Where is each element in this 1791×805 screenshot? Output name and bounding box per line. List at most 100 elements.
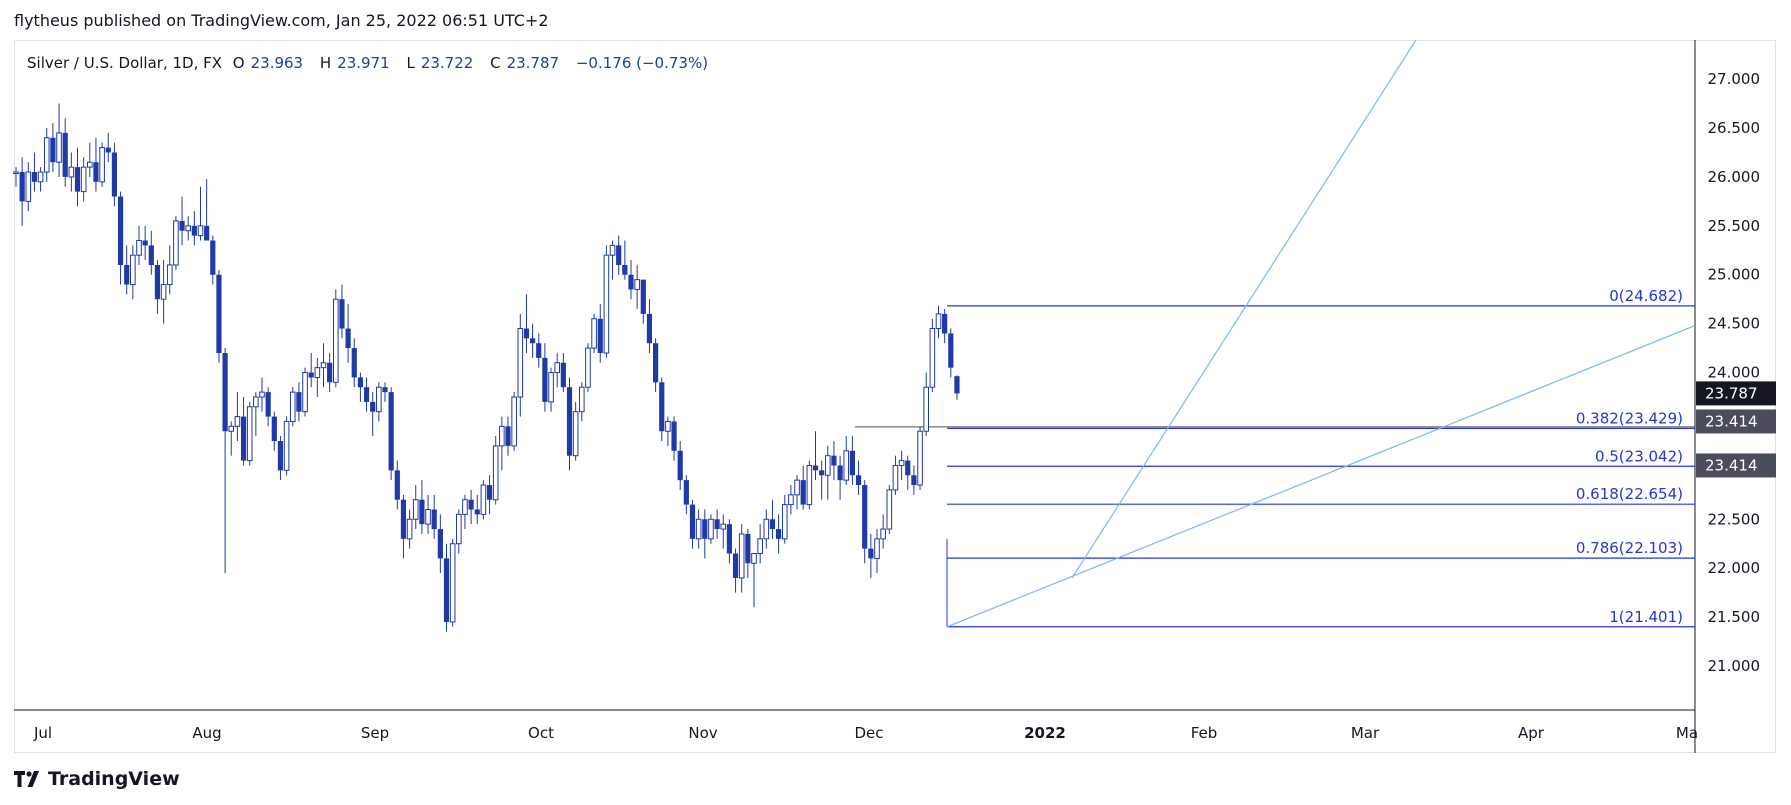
candle xyxy=(671,416,677,461)
candle-body-down xyxy=(905,460,911,476)
candle-body-up xyxy=(185,225,191,232)
candle-body-up xyxy=(253,396,259,408)
time-axis[interactable]: Jul Aug Sep Oct Nov Dec 2022 Feb Mar Apr Ma xyxy=(33,724,1698,742)
trend-lines[interactable] xyxy=(946,39,1696,628)
candle-body-down xyxy=(640,279,646,314)
candle xyxy=(93,137,99,192)
candle xyxy=(345,304,351,363)
candle-body-down xyxy=(296,392,302,412)
candle-body-up xyxy=(634,279,640,290)
candle-body-up xyxy=(449,543,456,623)
high-value: 23.971 xyxy=(337,54,390,72)
candle-body-down xyxy=(277,441,284,471)
fibonacci-retracement[interactable]: 0(24.682) 0.382(23.429) 0.5(23.042) 0.618(2… xyxy=(855,287,1695,628)
candle-body-down xyxy=(431,509,437,530)
candle xyxy=(788,485,794,515)
candle-body-down xyxy=(468,499,474,510)
change-value: −0.176 (−0.73%) xyxy=(575,54,709,72)
candle xyxy=(702,509,708,559)
candle-body-down xyxy=(560,362,566,388)
candle xyxy=(536,333,542,368)
y-tick-label: 21.500 xyxy=(1708,608,1761,626)
candle-body-up xyxy=(289,391,296,422)
candle xyxy=(812,431,819,481)
candle-body-down xyxy=(862,485,868,549)
candle-body-down xyxy=(800,480,806,505)
y-tick-label: 25.000 xyxy=(1708,266,1761,284)
trend-line-steep[interactable] xyxy=(1071,39,1417,579)
candle-body-down xyxy=(530,338,536,344)
trend-line-lower[interactable] xyxy=(946,325,1696,628)
candle-body-down xyxy=(154,264,161,300)
candle-body-down xyxy=(659,382,665,432)
fib-level-label: 0(24.682) xyxy=(1609,287,1683,305)
candle xyxy=(124,245,130,295)
candle-body-up xyxy=(425,508,431,525)
candle-body-down xyxy=(327,362,333,383)
candle-body-down xyxy=(308,372,314,378)
price-tag[interactable]: 23.414 xyxy=(1696,409,1776,434)
tradingview-logo[interactable]: TradingView xyxy=(14,768,180,790)
candle xyxy=(468,489,474,525)
candle-body-up xyxy=(80,166,87,193)
candle-body-up xyxy=(228,425,235,432)
candle xyxy=(886,485,893,534)
candle xyxy=(308,352,314,388)
candle xyxy=(738,524,745,593)
candle xyxy=(646,299,653,353)
candle-body-up xyxy=(665,420,671,432)
candle-body-up xyxy=(603,254,610,354)
close-value: 23.787 xyxy=(506,54,560,72)
candle-body-up xyxy=(314,367,321,378)
price-axis[interactable]: 27.000 26.500 26.000 25.500 25.000 24.500 24.0… xyxy=(1696,70,1776,675)
candle-body-down xyxy=(653,343,659,383)
candle-body-down xyxy=(117,196,124,265)
candle xyxy=(320,343,327,388)
candle xyxy=(302,367,308,417)
candle-body-down xyxy=(776,529,782,539)
candle xyxy=(898,450,905,481)
y-tick-label: 24.500 xyxy=(1708,315,1761,333)
candle xyxy=(160,260,167,324)
candle-body-down xyxy=(714,519,720,530)
last-price-tag[interactable]: 23.787 xyxy=(1696,381,1776,406)
candle-body-up xyxy=(511,396,517,447)
price-tag[interactable]: 23.414 xyxy=(1696,453,1776,478)
candle xyxy=(776,514,782,554)
candle-body-down xyxy=(179,220,185,231)
candle-body-down xyxy=(222,352,228,432)
candle xyxy=(572,401,579,461)
high-label: H xyxy=(319,54,332,72)
brand-name: TradingView xyxy=(48,768,180,790)
candle xyxy=(191,211,197,246)
candle-body-down xyxy=(831,455,837,466)
candle xyxy=(480,480,487,520)
candle-body-up xyxy=(763,518,770,540)
candle-body-down xyxy=(689,504,696,539)
candle-body-up xyxy=(87,161,93,168)
candle-body-up xyxy=(462,499,468,515)
candle xyxy=(62,118,68,187)
candle xyxy=(296,382,302,422)
candle-body-down xyxy=(769,519,776,530)
candle xyxy=(665,416,671,446)
candle-body-up xyxy=(751,553,757,564)
candle-body-down xyxy=(566,387,573,456)
candle-body-down xyxy=(351,348,357,378)
candle xyxy=(892,455,899,495)
candle xyxy=(154,260,161,314)
candle-body-up xyxy=(166,264,173,286)
candle xyxy=(929,318,936,393)
fib-level-label: 0.382(23.429) xyxy=(1576,409,1683,427)
candle xyxy=(283,416,290,476)
candle xyxy=(880,514,886,549)
fib-level-label: 1(21.401) xyxy=(1609,608,1683,626)
candle-body-up xyxy=(376,386,382,413)
candle xyxy=(462,494,468,530)
candle xyxy=(179,196,185,246)
candle-body-down xyxy=(542,357,548,402)
candle xyxy=(745,529,751,578)
candle-body-down xyxy=(745,533,751,564)
fib-level-label: 0.5(23.042) xyxy=(1595,447,1683,465)
